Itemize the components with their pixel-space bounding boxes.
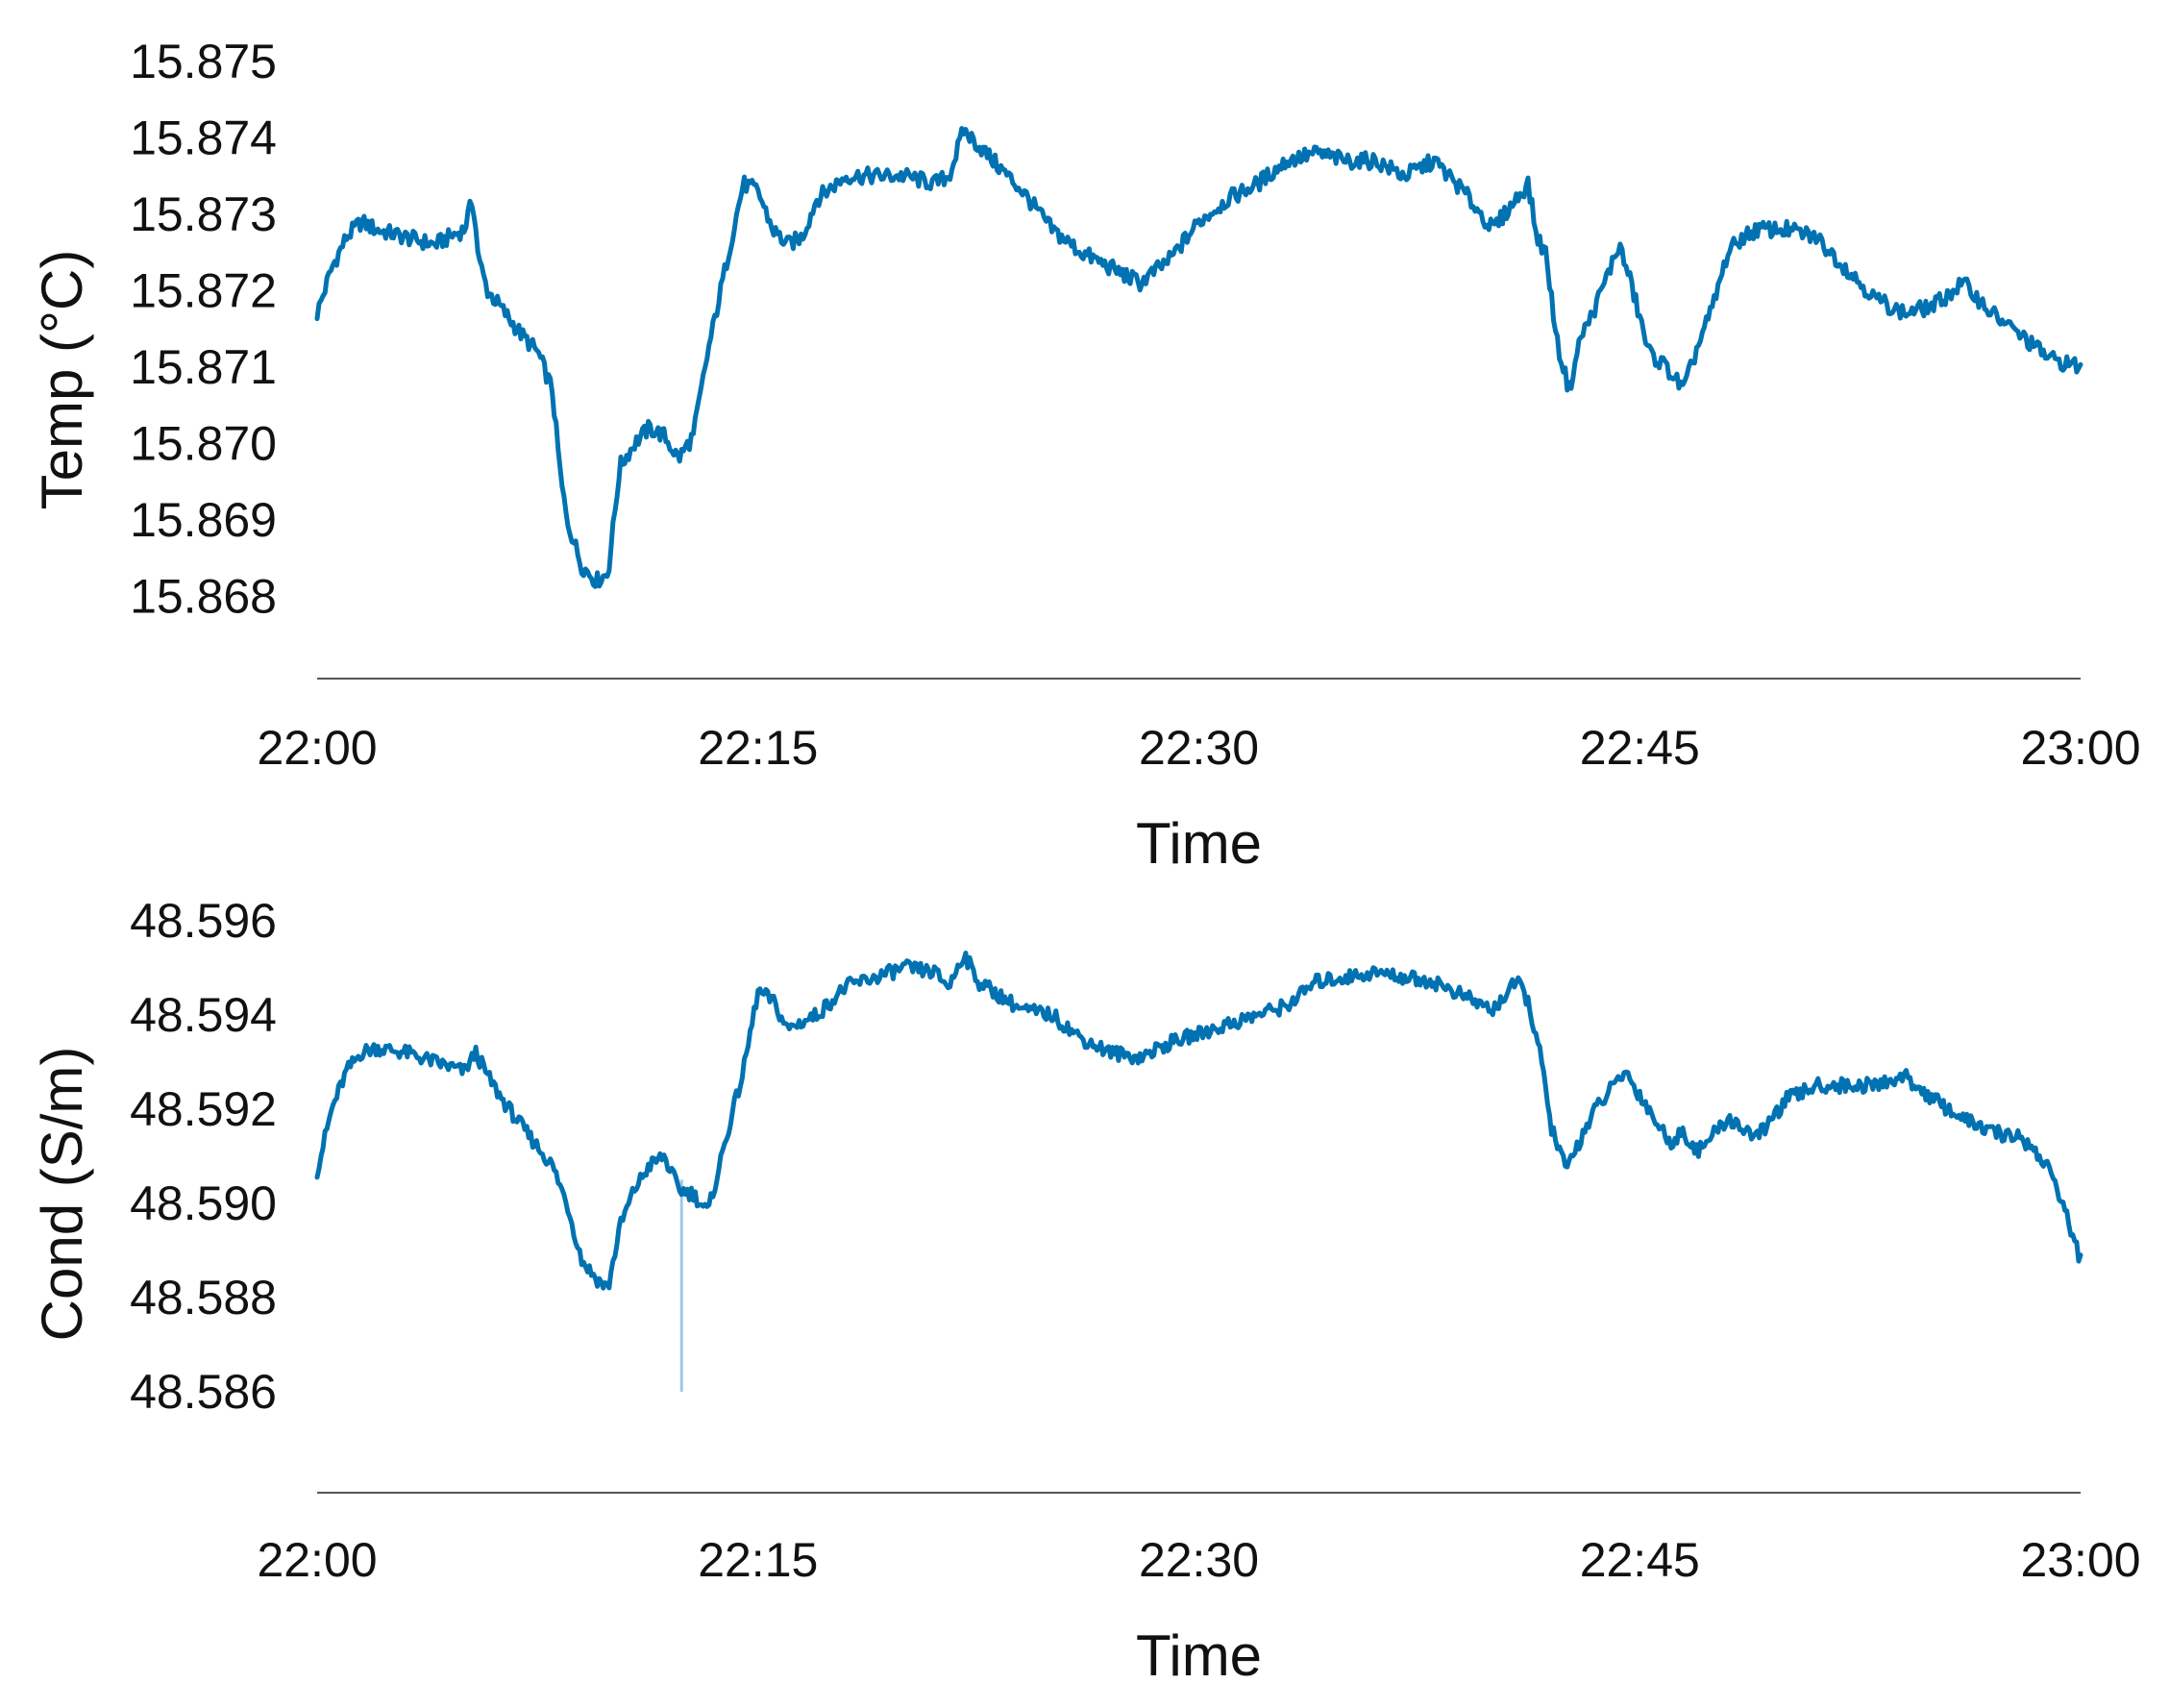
temperature-series-line	[314, 126, 2083, 589]
y-axis-title: Temp (°C)	[30, 250, 94, 510]
temperature-panel: 15.868 15.869 15.870 15.871 15.872 15.87…	[30, 35, 2141, 876]
conductivity-x-tick-labels: 22:00 22:15 22:30 22:45 23:00	[257, 1533, 2140, 1587]
conductivity-y-tick-labels: 48.586 48.588 48.590 48.592 48.594 48.59…	[130, 894, 277, 1419]
x-tick-label: 23:00	[2020, 1533, 2140, 1587]
x-tick-label: 22:45	[1580, 721, 1700, 775]
y-tick-label: 48.592	[130, 1082, 277, 1136]
x-tick-label: 22:00	[257, 1533, 377, 1587]
y-tick-label: 15.874	[130, 111, 277, 164]
x-tick-label: 22:00	[257, 721, 377, 775]
x-tick-label: 22:15	[698, 721, 818, 775]
conductivity-series-line	[314, 951, 2083, 1291]
y-tick-label: 15.871	[130, 340, 277, 394]
y-tick-label: 48.590	[130, 1176, 277, 1230]
temperature-x-tick-labels: 22:00 22:15 22:30 22:45 23:00	[257, 721, 2140, 775]
y-tick-label: 15.872	[130, 263, 277, 317]
x-axis-title: Time	[1136, 1623, 1262, 1688]
y-axis-title: Cond (S/m)	[30, 1047, 94, 1342]
y-tick-label: 48.588	[130, 1271, 277, 1324]
y-tick-label: 48.596	[130, 894, 277, 948]
x-tick-label: 23:00	[2020, 721, 2140, 775]
y-tick-label: 15.875	[130, 35, 277, 88]
temperature-y-tick-labels: 15.868 15.869 15.870 15.871 15.872 15.87…	[130, 35, 277, 623]
x-axis-title: Time	[1136, 811, 1262, 876]
conductivity-panel: 48.586 48.588 48.590 48.592 48.594 48.59…	[30, 894, 2141, 1688]
x-tick-label: 22:45	[1580, 1533, 1700, 1587]
y-tick-label: 15.870	[130, 416, 277, 470]
y-tick-label: 48.594	[130, 988, 277, 1042]
y-tick-label: 15.873	[130, 187, 277, 241]
y-tick-label: 15.869	[130, 493, 277, 547]
x-tick-label: 22:30	[1139, 721, 1259, 775]
x-tick-label: 22:30	[1139, 1533, 1259, 1587]
y-tick-label: 48.586	[130, 1365, 277, 1419]
x-tick-label: 22:15	[698, 1533, 818, 1587]
y-tick-label: 15.868	[130, 569, 277, 623]
